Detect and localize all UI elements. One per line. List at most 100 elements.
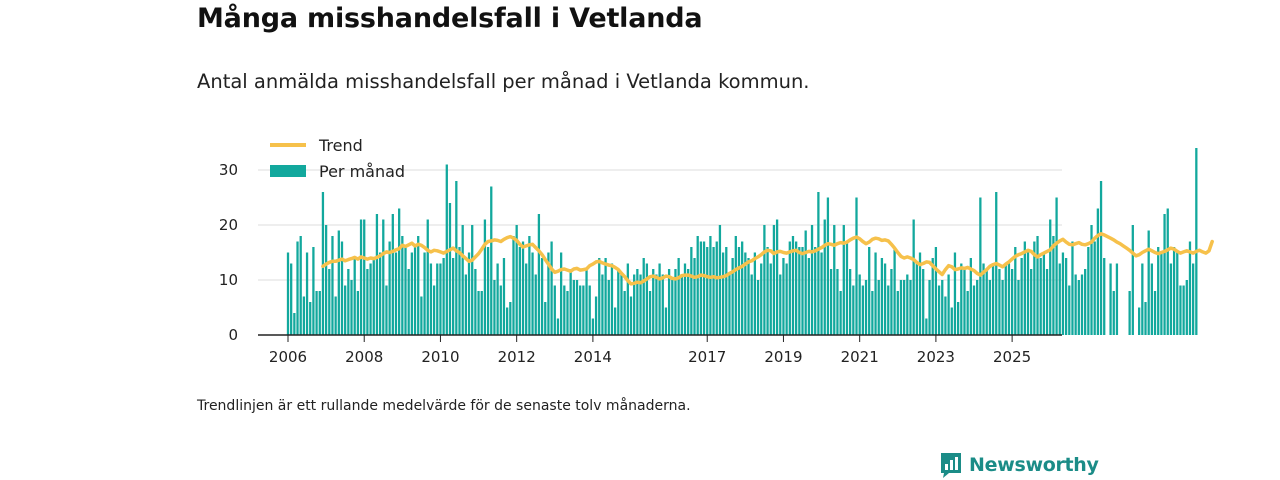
- bar: [337, 230, 340, 335]
- bar: [1163, 214, 1166, 335]
- bar: [382, 219, 385, 335]
- bar: [890, 269, 893, 335]
- bar: [471, 225, 474, 335]
- bar: [690, 247, 693, 335]
- bar: [839, 291, 842, 335]
- bar: [1001, 280, 1004, 335]
- bar: [569, 269, 572, 335]
- bar: [836, 269, 839, 335]
- bar: [887, 285, 890, 335]
- bar: [556, 318, 560, 335]
- bar: [1166, 208, 1169, 335]
- legend-bar-swatch: [270, 165, 306, 177]
- bar: [1049, 219, 1052, 335]
- bar: [1109, 263, 1112, 335]
- bar: [636, 269, 639, 335]
- bar: [883, 263, 887, 335]
- bar: [741, 241, 744, 335]
- bar: [845, 241, 849, 335]
- bar: [674, 269, 677, 335]
- bar: [426, 219, 429, 335]
- bar: [880, 258, 884, 335]
- bar: [1195, 148, 1198, 335]
- bar: [861, 285, 864, 335]
- bar: [1080, 274, 1084, 335]
- bar: [1131, 225, 1134, 335]
- newsworthy-logo-icon: [941, 453, 961, 478]
- bar: [559, 252, 563, 335]
- x-tick-label: 2025: [993, 348, 1031, 366]
- bar: [432, 285, 436, 335]
- bar: [1042, 252, 1046, 335]
- bar: [798, 247, 801, 335]
- chart-title: Många misshandelsfall i Vetlanda: [197, 3, 703, 34]
- bar: [849, 269, 852, 335]
- bar: [817, 192, 820, 335]
- bar: [715, 241, 718, 335]
- bar: [582, 285, 585, 335]
- bar: [1084, 269, 1087, 335]
- bar: [461, 225, 464, 335]
- bar: [452, 258, 455, 335]
- bar: [464, 274, 467, 335]
- bar: [324, 225, 328, 335]
- bar: [944, 296, 947, 335]
- bar: [725, 247, 728, 335]
- bar: [575, 280, 579, 335]
- bar: [934, 247, 938, 335]
- bar: [350, 280, 353, 335]
- bar: [899, 280, 903, 335]
- bar: [598, 258, 601, 335]
- bar: [1010, 269, 1014, 335]
- bar: [823, 219, 826, 335]
- bar: [1087, 247, 1090, 335]
- bar: [518, 247, 521, 335]
- bar: [439, 263, 442, 335]
- bar: [956, 302, 960, 335]
- bar: [385, 285, 388, 335]
- bar: [353, 258, 356, 335]
- bar: [693, 258, 696, 335]
- bar: [534, 274, 537, 335]
- bar: [667, 269, 671, 335]
- bar: [413, 247, 417, 335]
- bar: [677, 258, 680, 335]
- chart-subtitle: Antal anmälda misshandelsfall per månad …: [197, 70, 810, 93]
- bar: [658, 263, 661, 335]
- x-tick-label: 2021: [841, 348, 879, 366]
- bar: [772, 225, 776, 335]
- bar: [455, 181, 458, 335]
- legend-bar-label: Per månad: [319, 162, 405, 181]
- bar: [604, 258, 607, 335]
- bar: [842, 225, 845, 335]
- bar: [737, 247, 741, 335]
- bar: [979, 197, 982, 335]
- bar: [1017, 280, 1020, 335]
- footnote: Trendlinjen är ett rullande medelvärde f…: [197, 398, 691, 414]
- bar: [648, 291, 652, 335]
- bar: [623, 291, 626, 335]
- bar: [931, 258, 934, 335]
- bar: [760, 263, 763, 335]
- bar: [1147, 230, 1150, 335]
- bar: [363, 219, 366, 335]
- bar: [988, 280, 992, 335]
- bar: [490, 186, 493, 335]
- bar: [1023, 241, 1026, 335]
- bar: [407, 269, 410, 335]
- bar: [753, 252, 757, 335]
- bar: [744, 252, 747, 335]
- bar: [1103, 258, 1106, 335]
- bar: [1160, 252, 1163, 335]
- bar: [1020, 258, 1023, 335]
- bar: [601, 274, 604, 335]
- bar: [702, 241, 706, 335]
- bar: [734, 236, 737, 335]
- bar: [941, 280, 944, 335]
- bar: [699, 241, 703, 335]
- x-tick-label: 2012: [498, 348, 536, 366]
- bar: [1115, 263, 1119, 335]
- bar: [833, 225, 836, 335]
- bar: [620, 274, 623, 335]
- bar: [331, 236, 334, 335]
